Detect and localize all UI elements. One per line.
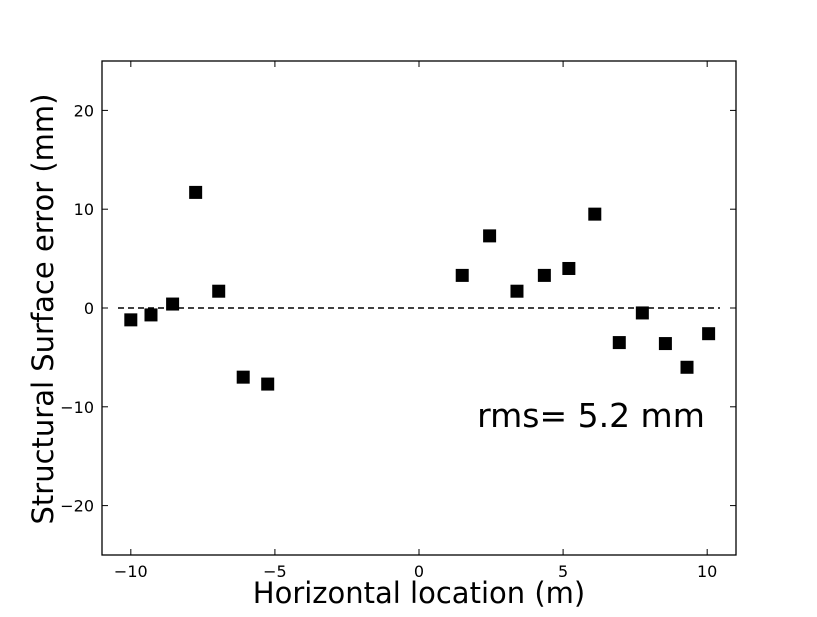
y-tick-labels: −20 −10 0 10 20 <box>60 101 94 515</box>
data-point <box>124 313 138 327</box>
y-tick-label: 10 <box>74 200 94 219</box>
data-point <box>455 268 469 282</box>
data-point <box>510 284 524 298</box>
data-point <box>562 261 576 275</box>
data-point <box>483 229 497 243</box>
y-tick-label: −20 <box>60 497 94 516</box>
x-axis-label: Horizontal location (m) <box>253 576 585 610</box>
data-point <box>189 185 203 199</box>
data-point <box>635 306 649 320</box>
data-point <box>658 337 672 351</box>
x-tick-label: −5 <box>263 562 287 581</box>
x-tick-label: −10 <box>114 562 148 581</box>
data-point <box>612 336 626 350</box>
data-point <box>144 308 158 322</box>
data-point <box>261 377 275 391</box>
x-tick-labels: −10 −5 0 5 10 <box>114 562 717 581</box>
data-point <box>702 327 716 341</box>
axis-ticks <box>102 61 736 555</box>
y-tick-label: −10 <box>60 398 94 417</box>
y-axis-label: Structural Surface error (mm) <box>26 94 60 525</box>
data-points <box>124 185 716 391</box>
y-tick-label: 20 <box>74 101 94 120</box>
data-point <box>236 370 250 384</box>
data-point <box>166 297 180 311</box>
data-point <box>588 207 602 221</box>
x-tick-label: 10 <box>697 562 717 581</box>
data-point <box>212 284 226 298</box>
y-tick-label: 0 <box>84 299 94 318</box>
x-tick-label: 5 <box>558 562 568 581</box>
rms-annotation: rms= 5.2 mm <box>477 396 705 435</box>
data-point <box>537 268 551 282</box>
data-point <box>680 360 694 374</box>
plot-area <box>101 60 737 556</box>
x-tick-label: 0 <box>414 562 424 581</box>
